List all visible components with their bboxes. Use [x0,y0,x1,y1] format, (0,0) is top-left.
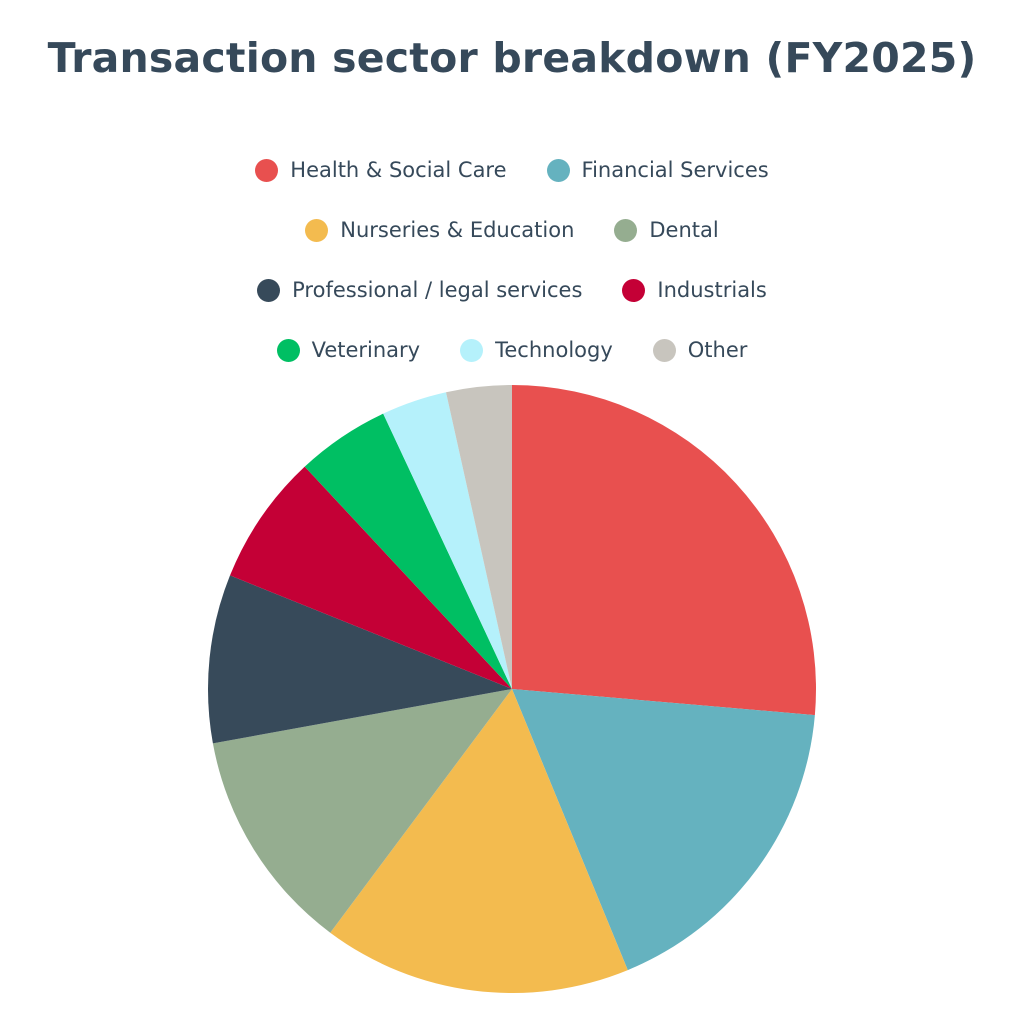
legend-label: Technology [495,338,613,362]
legend-swatch [257,278,281,302]
legend-row: Nurseries & Education Dental [0,200,1024,260]
legend-swatch [614,218,638,242]
legend-swatch [546,158,570,182]
legend-swatch [652,338,676,362]
legend-item-other: Other [652,338,748,362]
pie-slice-professional-legal-services [207,575,512,744]
legend-label: Dental [649,218,719,242]
legend-item-financial-services: Financial Services [546,158,769,182]
legend-label: Health & Social Care [290,158,507,182]
legend-label: Nurseries & Education [340,218,575,242]
legend-item-technology: Technology [460,338,613,362]
legend-swatch [622,278,646,302]
legend-item-dental: Dental [614,218,719,242]
legend-row: Veterinary Technology Other [0,320,1024,380]
legend-swatch [255,158,279,182]
legend-item-professional-legal-services: Professional / legal services [257,278,582,302]
pie-slice-nurseries-education [330,689,628,994]
pie-slice-other [446,385,512,689]
pie-slice-technology [383,392,512,689]
legend-label: Professional / legal services [292,278,583,302]
legend-swatch [460,338,484,362]
legend-swatch [305,218,329,242]
pie-slice-veterinary [304,413,512,689]
pie-slice-financial-services [512,689,815,971]
legend-swatch [276,338,300,362]
pie-slice-industrials [230,466,513,689]
legend-row: Health & Social Care Financial Services [0,140,1024,200]
pie-slice-health-social-care [512,385,816,716]
legend-item-nurseries-education: Nurseries & Education [305,218,574,242]
legend-label: Other [687,338,748,362]
legend-label: Industrials [657,278,767,302]
legend-label: Financial Services [581,158,769,182]
legend-item-veterinary: Veterinary [276,338,421,362]
legend-row: Professional / legal services Industrial… [0,260,1024,320]
legend-item-health-social-care: Health & Social Care [255,158,507,182]
legend-label: Veterinary [311,338,421,362]
chart-title: Transaction sector breakdown (FY2025) [47,34,977,82]
legend: Health & Social Care Financial Services … [0,140,1024,380]
legend-item-industrials: Industrials [622,278,767,302]
pie-slice-dental [212,689,513,933]
